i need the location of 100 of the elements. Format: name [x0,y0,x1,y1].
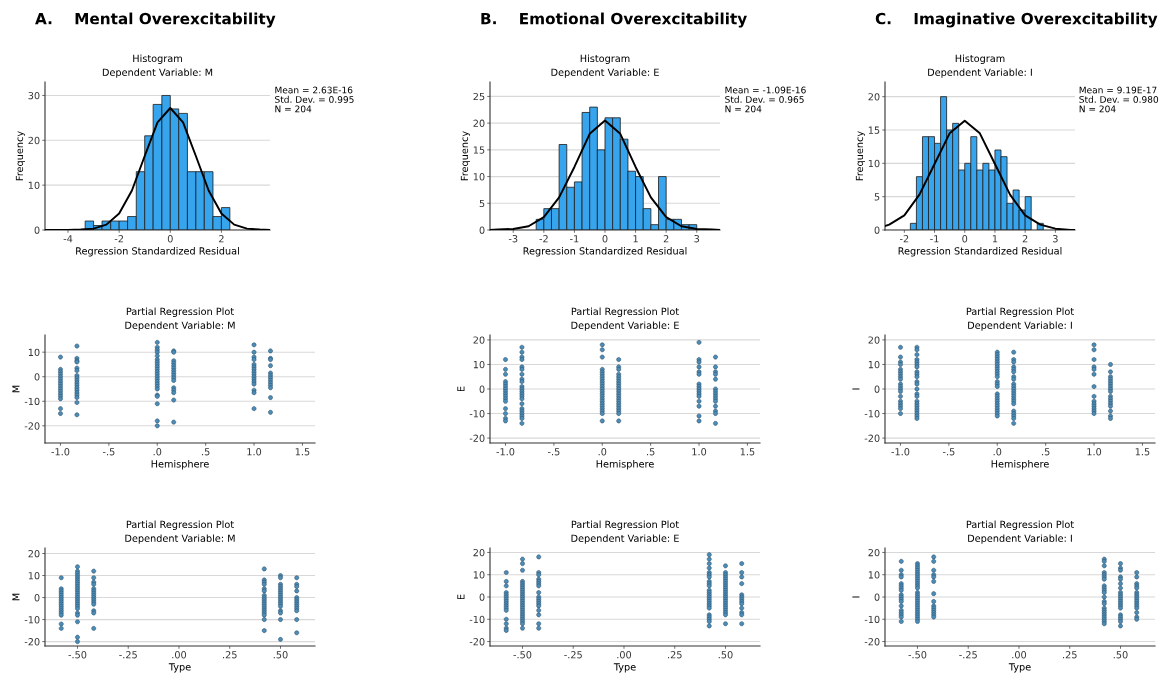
text: C. Imaginative Overexcitability [875,12,1158,28]
x-axis-title: Regression Standardized Residual [523,247,687,257]
chart-subtitle: Dependent Variable: E [551,68,659,78]
x-tick-label: -4 [63,235,73,243]
y-tick-label: -10 [864,410,880,418]
x-tick-label: .0 [153,448,162,456]
x-tick-label: 2 [219,235,224,243]
chart-title: Partial Regression Plot [966,520,1074,530]
y-tick-label: 10 [28,348,40,357]
y-axis-title: Frequency [855,131,865,181]
y-tick-label: 10 [473,571,485,579]
y-axis-title: Frequency [15,131,25,181]
x-tick-label: 3 [694,235,700,243]
x-tick-label: 2 [1022,235,1028,243]
chart-subtitle: Dependent Variable: M [102,68,213,78]
x-tick-label: -.25 [959,651,977,659]
x-tick-label: .5 [202,448,210,456]
x-tick-label: -2 [114,235,124,243]
x-tick-label: .50 [718,651,733,659]
x-tick-label: -3 [508,235,518,243]
y-tick-label: 20 [473,336,485,344]
y-tick-label: 10 [28,572,40,580]
x-tick-label: 1.5 [1135,448,1150,456]
x-tick-label: -.5 [942,448,955,456]
x-axis-title: Type [613,663,636,673]
x-tick-label: 1 [633,235,638,243]
y-tick-label: 10 [473,360,485,369]
y-tick-label: -10 [469,410,485,418]
y-tick-label: 20 [868,336,880,344]
x-tick-label: 0 [602,235,608,243]
y-axis-title: Frequency [460,131,470,181]
y-tick-label: -10 [24,616,40,624]
x-tick-label: .25 [668,651,682,659]
x-tick-label: -1 [930,235,939,243]
x-tick-label: -2 [539,235,548,243]
y-axis-title: M [12,385,20,393]
y-tick-label: 15 [868,126,880,134]
y-tick-label: -10 [24,397,40,406]
chart-title: Partial Regression Plot [571,520,679,530]
x-tick-label: .25 [223,651,237,659]
x-axis-title: Hemisphere [991,460,1049,470]
y-tick-label: -20 [864,638,880,646]
x-tick-label: -1.0 [51,448,70,456]
chart-subtitle: Dependent Variable: I [968,534,1072,544]
x-tick-label: .25 [1063,651,1077,659]
y-tick-label: 20 [473,548,485,557]
y-axis-title: I [852,388,860,390]
x-tick-label: 0 [167,235,173,243]
x-tick-label: 1.0 [1087,448,1102,456]
x-tick-label: 1.0 [247,448,262,456]
y-tick-label: 5 [874,193,880,201]
y-tick-label: 0 [34,594,40,602]
chart-subtitle: Dependent Variable: M [125,321,235,331]
y-tick-label: 20 [868,548,880,557]
y-tick-label: -20 [24,638,40,646]
chart-subtitle: Dependent Variable: E [571,321,679,331]
x-tick-label: .5 [647,448,655,456]
y-tick-label: 10 [473,173,485,181]
x-axis-title: Regression Standardized Residual [898,247,1062,257]
chart-title: Partial Regression Plot [966,307,1074,317]
x-tick-label: .00 [172,651,187,659]
y-tick-label: 20 [473,119,485,127]
chart-subtitle: Dependent Variable: M [125,534,235,544]
y-axis-title: E [457,594,465,600]
y-tick-label: -20 [24,422,40,430]
text: B. Emotional Overexcitability [481,12,747,28]
y-tick-label: 20 [28,549,40,558]
x-axis-title: Hemisphere [151,460,209,470]
x-tick-label: .0 [993,448,1002,456]
x-tick-label: .00 [1012,651,1027,659]
x-tick-label: 1.0 [692,448,707,456]
x-tick-label: .5 [1042,448,1050,456]
chart-title: Partial Regression Plot [571,307,679,317]
x-tick-label: -.50 [68,651,87,659]
x-tick-label: -.50 [513,651,532,659]
y-tick-label: -20 [864,434,880,442]
x-tick-label: -.25 [119,651,137,659]
y-axis-title: M [12,593,20,601]
chart-title: Partial Regression Plot [126,520,234,530]
y-tick-label: -10 [469,615,485,624]
y-axis-title: E [457,386,465,392]
x-axis-title: Regression Standardized Residual [76,247,239,257]
x-tick-label: 1 [992,235,998,243]
x-tick-label: -2 [899,235,909,243]
text: A. Mental Overexcitability [35,12,276,28]
x-tick-label: 3 [1053,235,1058,243]
y-tick-label: -10 [864,615,880,624]
x-tick-label: .50 [273,651,288,659]
y-tick-label: 10 [868,571,880,579]
chart-subtitle: Dependent Variable: E [571,534,679,544]
x-tick-label: -.5 [102,448,115,456]
x-tick-label: -1.0 [496,448,515,456]
text: Mean = -1.09E-16 Std. Dev. = 0.965 N = 204 [725,86,806,113]
x-tick-label: 2 [663,235,669,243]
y-tick-label: 0 [34,373,40,381]
y-tick-label: 15 [473,146,485,154]
y-axis-title: I [852,596,860,598]
y-tick-label: 10 [868,360,880,369]
x-tick-label: -.25 [564,651,582,659]
y-tick-label: 10 [868,159,880,168]
